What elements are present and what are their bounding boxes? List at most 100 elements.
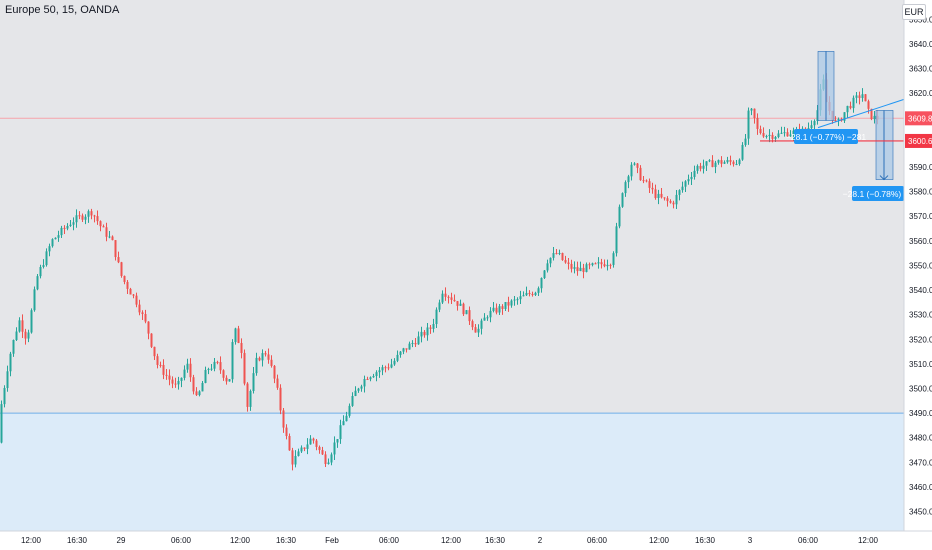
candle-body (45, 251, 48, 266)
candle-body (297, 451, 300, 456)
candle-body (153, 346, 156, 357)
trend-line[interactable] (817, 98, 905, 129)
candle-body (252, 373, 255, 391)
candle-body (111, 236, 114, 241)
candle-body (495, 307, 498, 313)
candle-body (69, 224, 72, 226)
candle-body (180, 377, 183, 381)
candle-body (753, 108, 756, 118)
candle-body (114, 240, 117, 258)
candle-body (201, 382, 204, 392)
candle-body (549, 257, 552, 264)
candle-body (531, 293, 534, 296)
price-tick-label: 3630.0 (909, 65, 932, 74)
candle-body (303, 447, 306, 449)
candle-body (675, 194, 678, 205)
candle-body (789, 134, 792, 137)
candle-body (423, 331, 426, 336)
candle-body (558, 252, 561, 254)
candle-body (384, 367, 387, 369)
candle-body (780, 132, 783, 134)
candle-body (669, 201, 672, 203)
support-zone (0, 413, 904, 531)
candle-body (282, 410, 285, 428)
candle-body (273, 365, 276, 379)
candle-body (522, 295, 525, 297)
candle-body (645, 180, 648, 182)
candle-body (561, 252, 564, 261)
candle-body (546, 263, 549, 271)
candle-body (597, 262, 600, 264)
candle-body (747, 110, 750, 139)
candle-body (21, 320, 24, 332)
chart-title: Europe 50, 15, OANDA (5, 4, 120, 16)
candle-body (582, 267, 585, 272)
candle-body (363, 378, 366, 387)
time-axis[interactable]: 12:00 16:30 29 06:00 12:00 16:30 Feb 06:00 12:00… (21, 536, 879, 545)
candle-body (693, 170, 696, 177)
horizontal-line-price-tag: 3609.8 (905, 111, 932, 126)
price-tick-label: 3640.0 (909, 40, 932, 49)
candle-body (276, 378, 279, 388)
candle-body (195, 391, 198, 396)
candle-body (477, 328, 480, 333)
time-tick-label: 12:00 (649, 536, 670, 545)
candle-body (777, 133, 780, 138)
candle-body (390, 364, 393, 368)
candle-body (768, 134, 771, 136)
candle-body (732, 161, 735, 165)
candle-body (339, 425, 342, 440)
time-tick-label: 3 (748, 536, 753, 545)
candle-body (354, 390, 357, 397)
candle-body (48, 246, 51, 252)
price-tick-label: 3550.0 (909, 261, 932, 270)
currency-button[interactable]: EUR (902, 4, 926, 20)
candle-body (6, 371, 9, 389)
candle-body (519, 296, 522, 300)
candle-body (450, 297, 453, 300)
candle-body (249, 390, 252, 407)
candle-body (117, 257, 120, 263)
candle-body (759, 128, 762, 134)
candle-body (642, 180, 645, 182)
candle-body (711, 160, 714, 168)
price-tick-label: 3510.0 (909, 360, 932, 369)
candle-body (567, 262, 570, 264)
candle-body (672, 202, 675, 205)
candle-body (168, 375, 171, 380)
candle-body (255, 357, 258, 374)
candle-body (309, 438, 312, 445)
candle-body (483, 317, 486, 321)
candles (0, 73, 879, 471)
candle-body (174, 383, 177, 385)
candle-body (144, 314, 147, 322)
candle-body (603, 264, 606, 267)
candle-body (480, 320, 483, 329)
candle-body (444, 293, 447, 297)
candle-body (456, 301, 459, 306)
drawings[interactable]: −28.1 (−0.77%) −281 −28.1 (−0.78%) −2 (760, 51, 914, 201)
candle-body (87, 211, 90, 217)
candle-body (528, 292, 531, 294)
candle-body (414, 342, 417, 345)
candle-body (513, 299, 516, 301)
price-tick-label: 3530.0 (909, 311, 932, 320)
candle-body (231, 342, 234, 380)
price-tick-label: 3590.0 (909, 163, 932, 172)
price-axis[interactable]: 3450.0 3460.0 3470.0 3480.0 3490.0 3500.0 3510… (909, 15, 932, 516)
candle-body (288, 436, 291, 451)
time-tick-label: 16:30 (695, 536, 716, 545)
candle-body (648, 181, 651, 188)
candle-body (765, 135, 768, 137)
candle-body (237, 328, 240, 343)
candle-body (93, 215, 96, 217)
candle-body (324, 454, 327, 465)
candle-body (132, 294, 135, 296)
candle-body (81, 215, 84, 220)
candle-body (486, 317, 489, 319)
price-tick-label: 3520.0 (909, 335, 932, 344)
candle-body (51, 239, 54, 247)
candle-body (402, 348, 405, 352)
candle-body (462, 303, 465, 315)
